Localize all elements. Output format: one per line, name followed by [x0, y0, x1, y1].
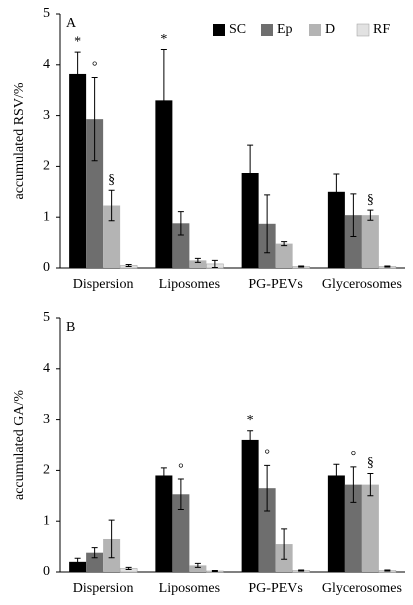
annotation: °	[178, 461, 184, 476]
annotation: *	[160, 32, 167, 47]
error-bar	[211, 569, 218, 572]
annotation: §	[108, 172, 115, 187]
error-bar	[333, 463, 340, 488]
legend-swatch	[213, 24, 225, 36]
bar	[241, 439, 259, 572]
y-tick-label: 2	[43, 463, 50, 478]
bar	[361, 215, 379, 268]
x-tick-label: Glycerosomes	[322, 581, 402, 596]
bar	[258, 488, 276, 572]
error-bar	[108, 189, 115, 222]
annotation: *	[247, 413, 254, 428]
y-tick-label: 1	[43, 513, 50, 528]
x-tick-label: Liposomes	[159, 277, 220, 292]
error-bar	[177, 211, 184, 236]
error-bar	[281, 241, 288, 247]
bar	[69, 73, 87, 268]
annotation: °	[264, 448, 270, 463]
error-bar	[264, 194, 271, 254]
bar	[189, 565, 207, 572]
y-tick-label: 3	[43, 412, 50, 427]
bar	[86, 119, 104, 268]
y-axis-label: accumulated GA/%	[12, 390, 27, 500]
legend-label: RF	[373, 22, 390, 37]
y-tick-label: 5	[43, 6, 50, 21]
legend-label: Ep	[277, 22, 293, 37]
legend-label: SC	[229, 22, 246, 37]
bar	[172, 494, 190, 572]
error-bar	[108, 519, 115, 559]
bar	[172, 223, 190, 268]
error-bar	[125, 566, 132, 570]
bar	[327, 191, 345, 268]
panel-label: A	[66, 16, 77, 31]
x-tick-label: Dispersion	[73, 581, 134, 596]
error-bar	[125, 263, 132, 267]
annotation: §	[367, 192, 374, 207]
error-bar	[194, 257, 201, 263]
bar	[103, 205, 121, 268]
annotation: °	[92, 60, 98, 75]
bar	[241, 173, 259, 268]
x-tick-label: PG-PEVs	[248, 581, 302, 596]
legend-swatch	[261, 24, 273, 36]
y-tick-label: 4	[43, 57, 50, 72]
error-bar	[298, 569, 305, 572]
bar	[344, 484, 362, 572]
y-tick-label: 2	[43, 159, 50, 174]
bar	[155, 475, 173, 572]
annotation: °	[351, 449, 357, 464]
bar	[155, 100, 173, 268]
error-bar	[91, 77, 98, 162]
legend-swatch	[356, 23, 370, 37]
error-bar	[211, 259, 218, 268]
x-tick-label: Liposomes	[159, 581, 220, 596]
error-bar	[264, 464, 271, 512]
bar	[69, 561, 87, 572]
error-bar	[194, 562, 201, 568]
error-bar	[160, 49, 167, 152]
y-axis-label: accumulated RSV/%	[12, 82, 27, 199]
error-bar	[384, 265, 391, 268]
error-bar	[247, 144, 254, 202]
error-bar	[384, 569, 391, 572]
error-bar	[247, 430, 254, 450]
y-tick-label: 0	[43, 260, 50, 275]
error-bar	[74, 557, 81, 566]
error-bar	[367, 209, 374, 221]
y-tick-label: 4	[43, 361, 50, 376]
y-tick-label: 3	[43, 108, 50, 123]
x-tick-label: Glycerosomes	[322, 277, 402, 292]
bar	[86, 552, 104, 572]
x-tick-label: Dispersion	[73, 277, 134, 292]
bar	[327, 475, 345, 572]
bar	[189, 260, 207, 268]
error-bar	[350, 193, 357, 238]
error-bar	[281, 528, 288, 560]
error-bar	[333, 173, 340, 211]
error-bar	[367, 472, 374, 497]
annotation: *	[74, 34, 81, 49]
y-tick-label: 0	[43, 564, 50, 579]
error-bar	[298, 265, 305, 268]
bar	[275, 243, 293, 268]
annotation: §	[367, 456, 374, 471]
panel-label: B	[66, 320, 75, 335]
bar	[344, 215, 362, 268]
legend-label: D	[325, 22, 335, 37]
legend-swatch	[309, 24, 321, 36]
error-bar	[177, 478, 184, 511]
error-bar	[350, 466, 357, 503]
error-bar	[91, 547, 98, 559]
error-bar	[160, 467, 167, 484]
x-tick-label: PG-PEVs	[248, 277, 302, 292]
bar	[361, 484, 379, 572]
error-bar	[74, 51, 81, 97]
y-tick-label: 5	[43, 310, 50, 325]
y-tick-label: 1	[43, 209, 50, 224]
